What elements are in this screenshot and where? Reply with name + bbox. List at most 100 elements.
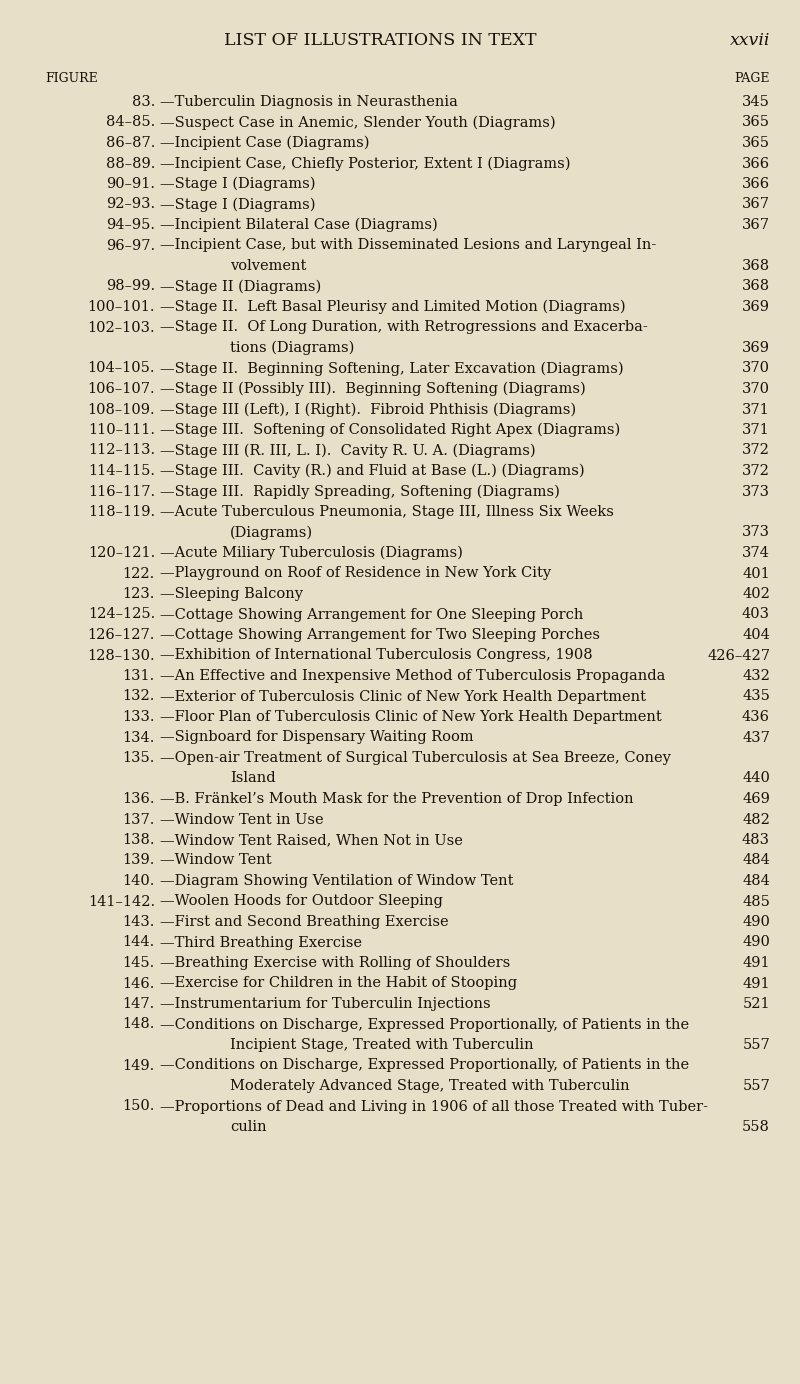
Text: 367: 367 — [742, 198, 770, 212]
Text: —Tuberculin Diagnosis in Neurasthenia: —Tuberculin Diagnosis in Neurasthenia — [160, 95, 458, 109]
Text: —Breathing Exercise with Rolling of Shoulders: —Breathing Exercise with Rolling of Shou… — [160, 956, 510, 970]
Text: volvement: volvement — [230, 259, 306, 273]
Text: FIGURE: FIGURE — [45, 72, 98, 84]
Text: 136.: 136. — [122, 792, 155, 805]
Text: 110–111.: 110–111. — [88, 424, 155, 437]
Text: 145.: 145. — [122, 956, 155, 970]
Text: 491: 491 — [742, 977, 770, 991]
Text: 432: 432 — [742, 668, 770, 682]
Text: —Stage II.  Of Long Duration, with Retrogressions and Exacerba-: —Stage II. Of Long Duration, with Retrog… — [160, 321, 648, 335]
Text: —Proportions of Dead and Living in 1906 of all those Treated with Tuber-: —Proportions of Dead and Living in 1906 … — [160, 1099, 708, 1114]
Text: 371: 371 — [742, 424, 770, 437]
Text: 139.: 139. — [122, 854, 155, 868]
Text: 122.: 122. — [122, 566, 155, 580]
Text: 403: 403 — [742, 608, 770, 621]
Text: —Window Tent: —Window Tent — [160, 854, 272, 868]
Text: —Third Breathing Exercise: —Third Breathing Exercise — [160, 936, 362, 949]
Text: —Open-air Treatment of Surgical Tuberculosis at Sea Breeze, Coney: —Open-air Treatment of Surgical Tubercul… — [160, 752, 671, 765]
Text: 123.: 123. — [122, 587, 155, 601]
Text: 146.: 146. — [122, 977, 155, 991]
Text: Island: Island — [230, 771, 276, 786]
Text: 373: 373 — [742, 526, 770, 540]
Text: —B. Fränkel’s Mouth Mask for the Prevention of Drop Infection: —B. Fränkel’s Mouth Mask for the Prevent… — [160, 792, 634, 805]
Text: —Signboard for Dispensary Waiting Room: —Signboard for Dispensary Waiting Room — [160, 731, 474, 745]
Text: —Acute Tuberculous Pneumonia, Stage III, Illness Six Weeks: —Acute Tuberculous Pneumonia, Stage III,… — [160, 505, 614, 519]
Text: —Stage III.  Cavity (R.) and Fluid at Base (L.) (Diagrams): —Stage III. Cavity (R.) and Fluid at Bas… — [160, 464, 585, 479]
Text: 150.: 150. — [122, 1099, 155, 1114]
Text: 118–119.: 118–119. — [88, 505, 155, 519]
Text: 104–105.: 104–105. — [87, 361, 155, 375]
Text: 114–115.: 114–115. — [88, 464, 155, 477]
Text: 120–121.: 120–121. — [88, 547, 155, 561]
Text: 373: 373 — [742, 484, 770, 498]
Text: 368: 368 — [742, 259, 770, 273]
Text: —Stage II.  Left Basal Pleurisy and Limited Motion (Diagrams): —Stage II. Left Basal Pleurisy and Limit… — [160, 300, 626, 314]
Text: LIST OF ILLUSTRATIONS IN TEXT: LIST OF ILLUSTRATIONS IN TEXT — [224, 32, 536, 48]
Text: 126–127.: 126–127. — [88, 628, 155, 642]
Text: 106–107.: 106–107. — [87, 382, 155, 396]
Text: 83.: 83. — [132, 95, 155, 109]
Text: 374: 374 — [742, 547, 770, 561]
Text: 345: 345 — [742, 95, 770, 109]
Text: —Stage II (Possibly III).  Beginning Softening (Diagrams): —Stage II (Possibly III). Beginning Soft… — [160, 382, 586, 396]
Text: 141–142.: 141–142. — [88, 894, 155, 908]
Text: 372: 372 — [742, 464, 770, 477]
Text: (Diagrams): (Diagrams) — [230, 526, 313, 540]
Text: 440: 440 — [742, 771, 770, 786]
Text: 138.: 138. — [122, 833, 155, 847]
Text: 401: 401 — [742, 566, 770, 580]
Text: 128–130.: 128–130. — [87, 649, 155, 663]
Text: 371: 371 — [742, 403, 770, 417]
Text: 88–89.: 88–89. — [106, 156, 155, 170]
Text: 148.: 148. — [122, 1017, 155, 1031]
Text: 426–427: 426–427 — [707, 649, 770, 663]
Text: xxvii: xxvii — [730, 32, 770, 48]
Text: 484: 484 — [742, 854, 770, 868]
Text: 365: 365 — [742, 115, 770, 130]
Text: 369: 369 — [742, 300, 770, 314]
Text: 370: 370 — [742, 382, 770, 396]
Text: —An Effective and Inexpensive Method of Tuberculosis Propaganda: —An Effective and Inexpensive Method of … — [160, 668, 666, 682]
Text: 112–113.: 112–113. — [88, 443, 155, 458]
Text: —Stage II (Diagrams): —Stage II (Diagrams) — [160, 280, 322, 293]
Text: culin: culin — [230, 1120, 266, 1133]
Text: —Incipient Case, but with Disseminated Lesions and Laryngeal In-: —Incipient Case, but with Disseminated L… — [160, 238, 656, 252]
Text: —Stage II.  Beginning Softening, Later Excavation (Diagrams): —Stage II. Beginning Softening, Later Ex… — [160, 361, 624, 376]
Text: —Exterior of Tuberculosis Clinic of New York Health Department: —Exterior of Tuberculosis Clinic of New … — [160, 689, 646, 703]
Text: 436: 436 — [742, 710, 770, 724]
Text: 557: 557 — [742, 1080, 770, 1093]
Text: 482: 482 — [742, 812, 770, 826]
Text: —Incipient Bilateral Case (Diagrams): —Incipient Bilateral Case (Diagrams) — [160, 219, 438, 233]
Text: 100–101.: 100–101. — [87, 300, 155, 314]
Text: 484: 484 — [742, 875, 770, 889]
Text: 483: 483 — [742, 833, 770, 847]
Text: —Woolen Hoods for Outdoor Sleeping: —Woolen Hoods for Outdoor Sleeping — [160, 894, 443, 908]
Text: —Incipient Case, Chiefly Posterior, Extent I (Diagrams): —Incipient Case, Chiefly Posterior, Exte… — [160, 156, 570, 170]
Text: —Instrumentarium for Tuberculin Injections: —Instrumentarium for Tuberculin Injectio… — [160, 996, 490, 1010]
Text: —Exhibition of International Tuberculosis Congress, 1908: —Exhibition of International Tuberculosi… — [160, 649, 593, 663]
Text: 84–85.: 84–85. — [106, 115, 155, 130]
Text: 490: 490 — [742, 915, 770, 929]
Text: —Floor Plan of Tuberculosis Clinic of New York Health Department: —Floor Plan of Tuberculosis Clinic of Ne… — [160, 710, 662, 724]
Text: 367: 367 — [742, 219, 770, 233]
Text: —Acute Miliary Tuberculosis (Diagrams): —Acute Miliary Tuberculosis (Diagrams) — [160, 547, 463, 561]
Text: —First and Second Breathing Exercise: —First and Second Breathing Exercise — [160, 915, 449, 929]
Text: 124–125.: 124–125. — [88, 608, 155, 621]
Text: —Window Tent in Use: —Window Tent in Use — [160, 812, 324, 826]
Text: —Diagram Showing Ventilation of Window Tent: —Diagram Showing Ventilation of Window T… — [160, 875, 514, 889]
Text: 485: 485 — [742, 894, 770, 908]
Text: 143.: 143. — [122, 915, 155, 929]
Text: 90–91.: 90–91. — [106, 177, 155, 191]
Text: 116–117.: 116–117. — [88, 484, 155, 498]
Text: —Stage I (Diagrams): —Stage I (Diagrams) — [160, 177, 315, 191]
Text: —Stage III.  Rapidly Spreading, Softening (Diagrams): —Stage III. Rapidly Spreading, Softening… — [160, 484, 560, 498]
Text: 404: 404 — [742, 628, 770, 642]
Text: 134.: 134. — [122, 731, 155, 745]
Text: 133.: 133. — [122, 710, 155, 724]
Text: 144.: 144. — [122, 936, 155, 949]
Text: —Exercise for Children in the Habit of Stooping: —Exercise for Children in the Habit of S… — [160, 977, 517, 991]
Text: 92–93.: 92–93. — [106, 198, 155, 212]
Text: 86–87.: 86–87. — [106, 136, 155, 149]
Text: 368: 368 — [742, 280, 770, 293]
Text: 366: 366 — [742, 177, 770, 191]
